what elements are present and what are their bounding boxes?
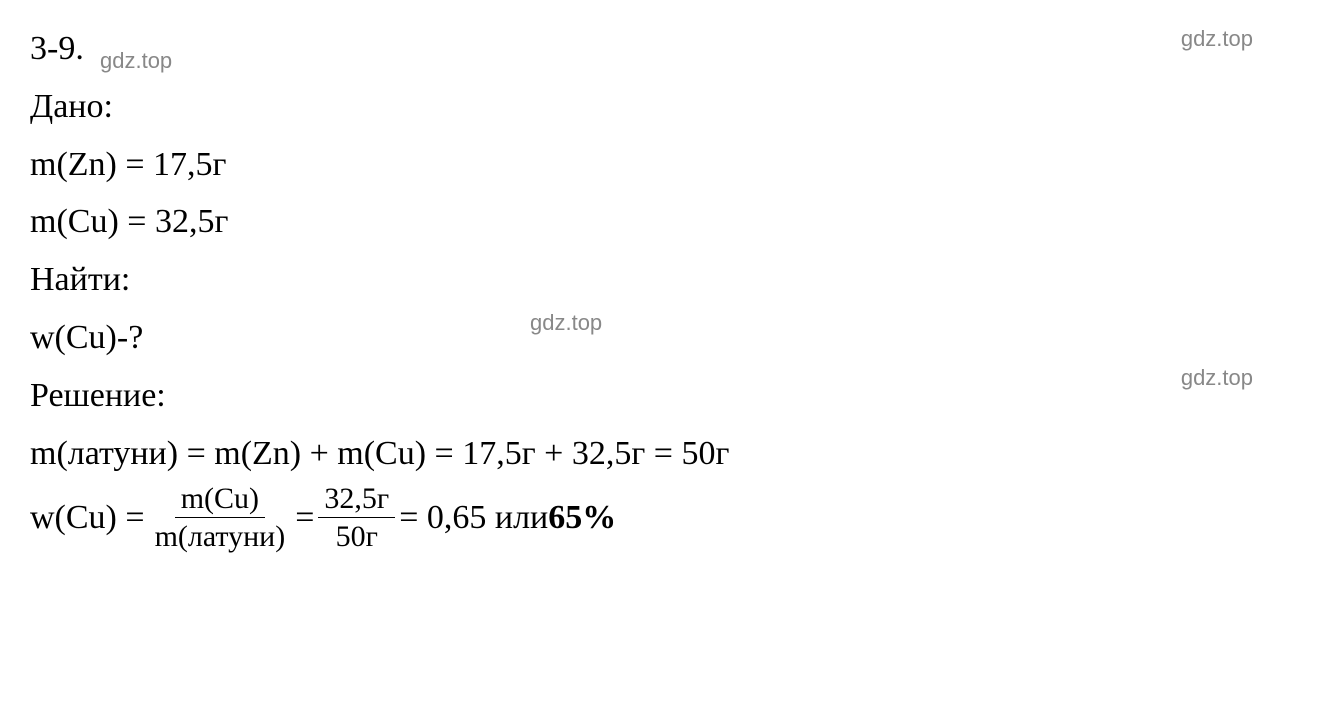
fraction-2: 32,5г 50г: [318, 482, 395, 553]
solution-answer: 65%: [548, 489, 616, 547]
fraction-1-denominator: m(латуни): [149, 518, 292, 553]
watermark-1: gdz.top: [100, 48, 172, 74]
solution-prefix: w(Cu) =: [30, 489, 145, 547]
watermark-2: gdz.top: [1181, 26, 1253, 52]
problem-number: 3-9.: [30, 20, 1303, 78]
solution-suffix: = 0,65 или: [399, 489, 548, 547]
solution-label: Решение:: [30, 367, 1303, 425]
given-line-1: m(Zn) = 17,5г: [30, 136, 1303, 194]
fraction-2-denominator: 50г: [330, 518, 384, 553]
watermark-4: gdz.top: [1181, 365, 1253, 391]
find-label: Найти:: [30, 251, 1303, 309]
solution-line-2: w(Cu) = m(Cu) m(латуни) = 32,5г 50г = 0,…: [30, 482, 1303, 553]
given-line-2: m(Cu) = 32,5г: [30, 193, 1303, 251]
fraction-1: m(Cu) m(латуни): [149, 482, 292, 553]
problem-content: 3-9. Дано: m(Zn) = 17,5г m(Cu) = 32,5г Н…: [30, 20, 1303, 553]
fraction-2-numerator: 32,5г: [318, 482, 395, 518]
given-label: Дано:: [30, 78, 1303, 136]
fraction-1-numerator: m(Cu): [175, 482, 265, 518]
solution-line-1: m(латуни) = m(Zn) + m(Cu) = 17,5г + 32,5…: [30, 425, 1303, 483]
solution-mid-1: =: [295, 489, 314, 547]
find-line-1: w(Cu)-?: [30, 309, 1303, 367]
watermark-3: gdz.top: [530, 310, 602, 336]
